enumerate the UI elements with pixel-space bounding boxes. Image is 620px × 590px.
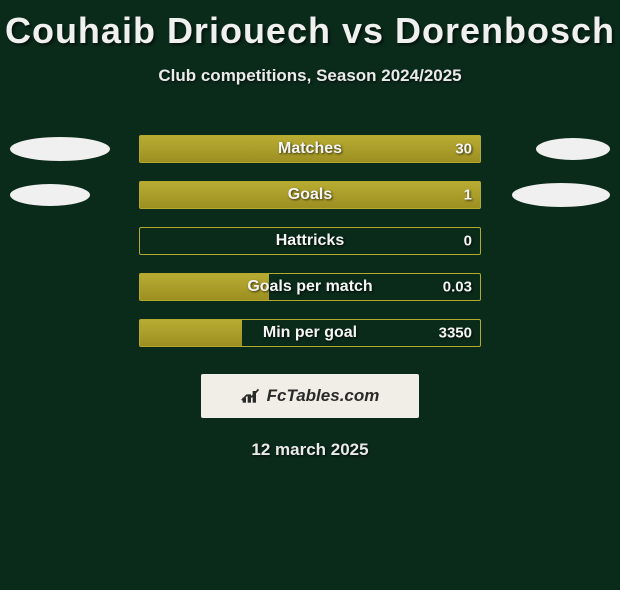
stat-row: Goals 1 — [0, 172, 620, 218]
stat-label: Hattricks — [140, 232, 480, 250]
stat-value: 30 — [455, 141, 472, 158]
stat-value: 0.03 — [443, 279, 472, 296]
stat-row: Hattricks 0 — [0, 218, 620, 264]
player2-marker — [512, 183, 610, 207]
stat-label: Goals — [140, 186, 480, 204]
stat-bar: Hattricks 0 — [139, 227, 481, 255]
report-date: 12 march 2025 — [0, 440, 620, 460]
stat-value: 1 — [464, 187, 472, 204]
source-badge[interactable]: FcTables.com — [201, 374, 419, 418]
stat-label: Matches — [140, 140, 480, 158]
stat-label: Min per goal — [140, 324, 480, 342]
stat-label: Goals per match — [140, 278, 480, 296]
source-badge-inner: FcTables.com — [241, 386, 380, 406]
stat-row: Goals per match 0.03 — [0, 264, 620, 310]
stat-row: Matches 30 — [0, 126, 620, 172]
comparison-chart: Matches 30 Goals 1 Hattricks 0 Goals per… — [0, 126, 620, 356]
stat-value: 3350 — [439, 325, 472, 342]
player1-marker — [10, 137, 110, 161]
player1-marker — [10, 184, 90, 206]
stat-bar: Goals per match 0.03 — [139, 273, 481, 301]
stat-bar: Matches 30 — [139, 135, 481, 163]
page-title: Couhaib Driouech vs Dorenbosch — [0, 10, 620, 52]
stat-value: 0 — [464, 233, 472, 250]
player2-marker — [536, 138, 610, 160]
source-badge-text: FcTables.com — [267, 386, 380, 406]
stat-bar: Goals 1 — [139, 181, 481, 209]
barchart-icon — [241, 387, 261, 405]
stat-bar: Min per goal 3350 — [139, 319, 481, 347]
stat-row: Min per goal 3350 — [0, 310, 620, 356]
page-subtitle: Club competitions, Season 2024/2025 — [0, 66, 620, 86]
